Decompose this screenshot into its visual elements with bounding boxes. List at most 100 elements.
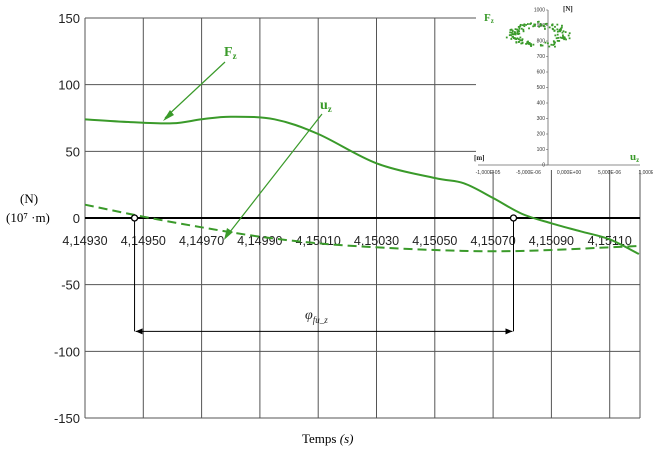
inset-point — [511, 36, 514, 38]
inset-point — [532, 43, 535, 46]
x-tick-label: 4,14930 — [62, 234, 107, 248]
inset-point — [511, 30, 514, 33]
inset-point — [518, 30, 520, 33]
inset-scatter-plot: 01002003004005006007008009001000-1,000E-… — [474, 0, 653, 176]
inset-point — [559, 36, 562, 39]
inset-point — [519, 25, 522, 27]
inset-point — [550, 43, 553, 46]
inset-y-tick-label: 1000 — [534, 8, 545, 14]
inset-point — [539, 24, 542, 27]
inset-point — [521, 38, 524, 41]
inset-y-label: [N] — [563, 5, 573, 13]
inset-point — [558, 28, 561, 31]
inset-point — [516, 30, 519, 33]
inset-point — [518, 27, 521, 30]
inset-point — [530, 44, 532, 47]
inset-point — [519, 23, 522, 26]
inset-point — [519, 39, 522, 42]
inset-point — [514, 28, 517, 31]
inset-point — [559, 29, 561, 32]
inset-point — [515, 41, 518, 43]
inset-point — [516, 32, 519, 35]
inset-point — [541, 44, 544, 47]
y-tick-label: 150 — [58, 11, 80, 26]
inset-point — [543, 25, 546, 28]
inset-point — [510, 34, 513, 36]
inset-y-tick-label: 0 — [542, 163, 545, 169]
uz-pointer-arrow — [225, 113, 323, 238]
inset-point — [520, 27, 523, 30]
inset-point — [555, 37, 558, 40]
inset-point — [530, 22, 532, 25]
inset-point — [551, 23, 554, 26]
inset-y-tick-label: 200 — [537, 132, 546, 138]
inset-point — [537, 21, 539, 23]
y-tick-label: -150 — [54, 411, 80, 426]
inset-point — [511, 33, 514, 36]
inset-point — [552, 44, 555, 46]
x-tick-label: 4,15050 — [412, 234, 457, 248]
inset-point — [554, 41, 556, 44]
inset-point — [562, 30, 565, 33]
y-label-line-1: (N) — [20, 191, 38, 206]
inset-point — [539, 43, 542, 46]
inset-point — [522, 28, 525, 31]
uz-arrow-head — [224, 228, 233, 240]
inset-point — [564, 31, 567, 33]
inset-point — [522, 30, 525, 33]
inset-point — [523, 25, 526, 28]
inset-point — [564, 37, 566, 40]
inset-point — [562, 37, 565, 40]
inset-point — [544, 41, 547, 44]
inset-point — [512, 33, 515, 36]
inset-point — [544, 28, 546, 30]
inset-point — [556, 39, 559, 42]
inset-series-label: Fz — [484, 12, 494, 25]
y-label-line-2: (10⁷ ·m) — [6, 210, 50, 225]
inset-point — [513, 37, 515, 40]
inset-y-tick-label: 800 — [537, 39, 546, 45]
inset-point — [520, 42, 523, 45]
inset-point — [563, 36, 566, 39]
inset-point — [509, 31, 512, 34]
fz-arrow-head — [163, 110, 174, 121]
y-tick-label: -100 — [54, 344, 80, 359]
inset-x-tick-label: 1,000E-05 — [638, 170, 653, 176]
inset-point — [561, 31, 564, 34]
inset-point — [525, 42, 527, 45]
inset-point — [556, 28, 559, 31]
inset-y-tick-label: 400 — [537, 101, 546, 107]
inset-point — [516, 37, 519, 40]
inset-point — [565, 38, 567, 41]
phase-marker-end — [509, 214, 518, 222]
inset-point — [554, 45, 556, 48]
series-label-uz: uz — [320, 98, 332, 114]
inset-point — [517, 38, 520, 41]
inset-point — [516, 28, 518, 31]
phase-arrow-left — [135, 328, 143, 335]
inset-y-tick-label: 100 — [537, 147, 546, 153]
inset-point — [539, 23, 542, 25]
inset-point — [521, 39, 524, 42]
inset-point — [557, 36, 560, 39]
x-tick-label: 4,15070 — [471, 234, 516, 248]
y-tick-label: 100 — [58, 78, 80, 93]
inset-point — [514, 32, 517, 35]
x-axis-label: Temps (s) — [302, 431, 353, 446]
series-layer — [84, 115, 640, 255]
inset-points — [505, 20, 571, 48]
inset-point — [548, 26, 551, 29]
inset-point — [513, 37, 516, 39]
inset-point — [533, 24, 536, 27]
inset-point — [556, 33, 559, 36]
inset-point — [508, 34, 511, 37]
inset-point — [510, 31, 513, 34]
inset-axes: 01002003004005006007008009001000-1,000E-… — [476, 8, 653, 177]
inset-point — [560, 26, 563, 29]
inset-point — [521, 42, 524, 45]
inset-point — [568, 37, 571, 40]
x-tick-label: 4,14950 — [121, 234, 166, 248]
inset-point — [528, 42, 531, 45]
inset-point — [544, 23, 547, 25]
inset-point — [547, 42, 549, 45]
